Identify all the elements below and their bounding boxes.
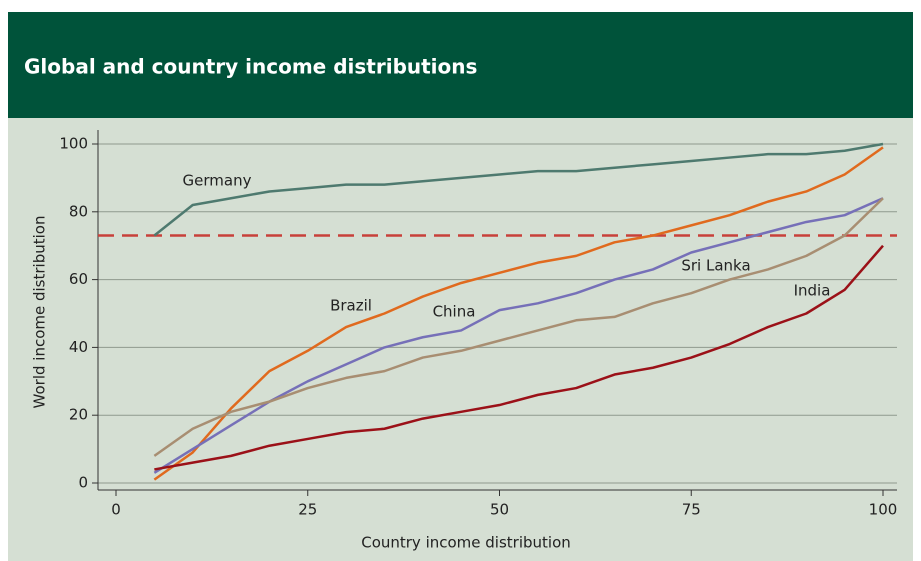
series-label: Sri Lanka xyxy=(681,257,750,275)
x-tick-label: 50 xyxy=(490,501,509,519)
series-label: Brazil xyxy=(330,297,372,315)
y-tick-label: 60 xyxy=(69,270,88,288)
series-line xyxy=(153,197,884,457)
y-tick-label: 0 xyxy=(78,474,88,492)
y-tick-label: 80 xyxy=(69,202,88,220)
y-axis-label: World income distribution xyxy=(31,216,49,409)
series-line xyxy=(153,146,884,481)
series-label: Germany xyxy=(183,172,252,190)
series-line xyxy=(154,244,884,471)
y-tick-label: 40 xyxy=(69,338,88,356)
series-line xyxy=(153,142,884,237)
y-tick-label: 100 xyxy=(59,135,88,153)
y-tick-label: 20 xyxy=(69,406,88,424)
series-label: India xyxy=(794,282,831,300)
x-axis-label: Country income distribution xyxy=(361,534,571,552)
x-tick-label: 100 xyxy=(869,501,898,519)
plot-background xyxy=(8,118,913,561)
x-tick-label: 25 xyxy=(298,501,317,519)
header xyxy=(8,12,913,118)
series-label: China xyxy=(433,303,476,321)
chart-title: Global and country income distributions xyxy=(24,55,477,79)
x-tick-label: 0 xyxy=(111,501,121,519)
x-tick-label: 75 xyxy=(682,501,701,519)
